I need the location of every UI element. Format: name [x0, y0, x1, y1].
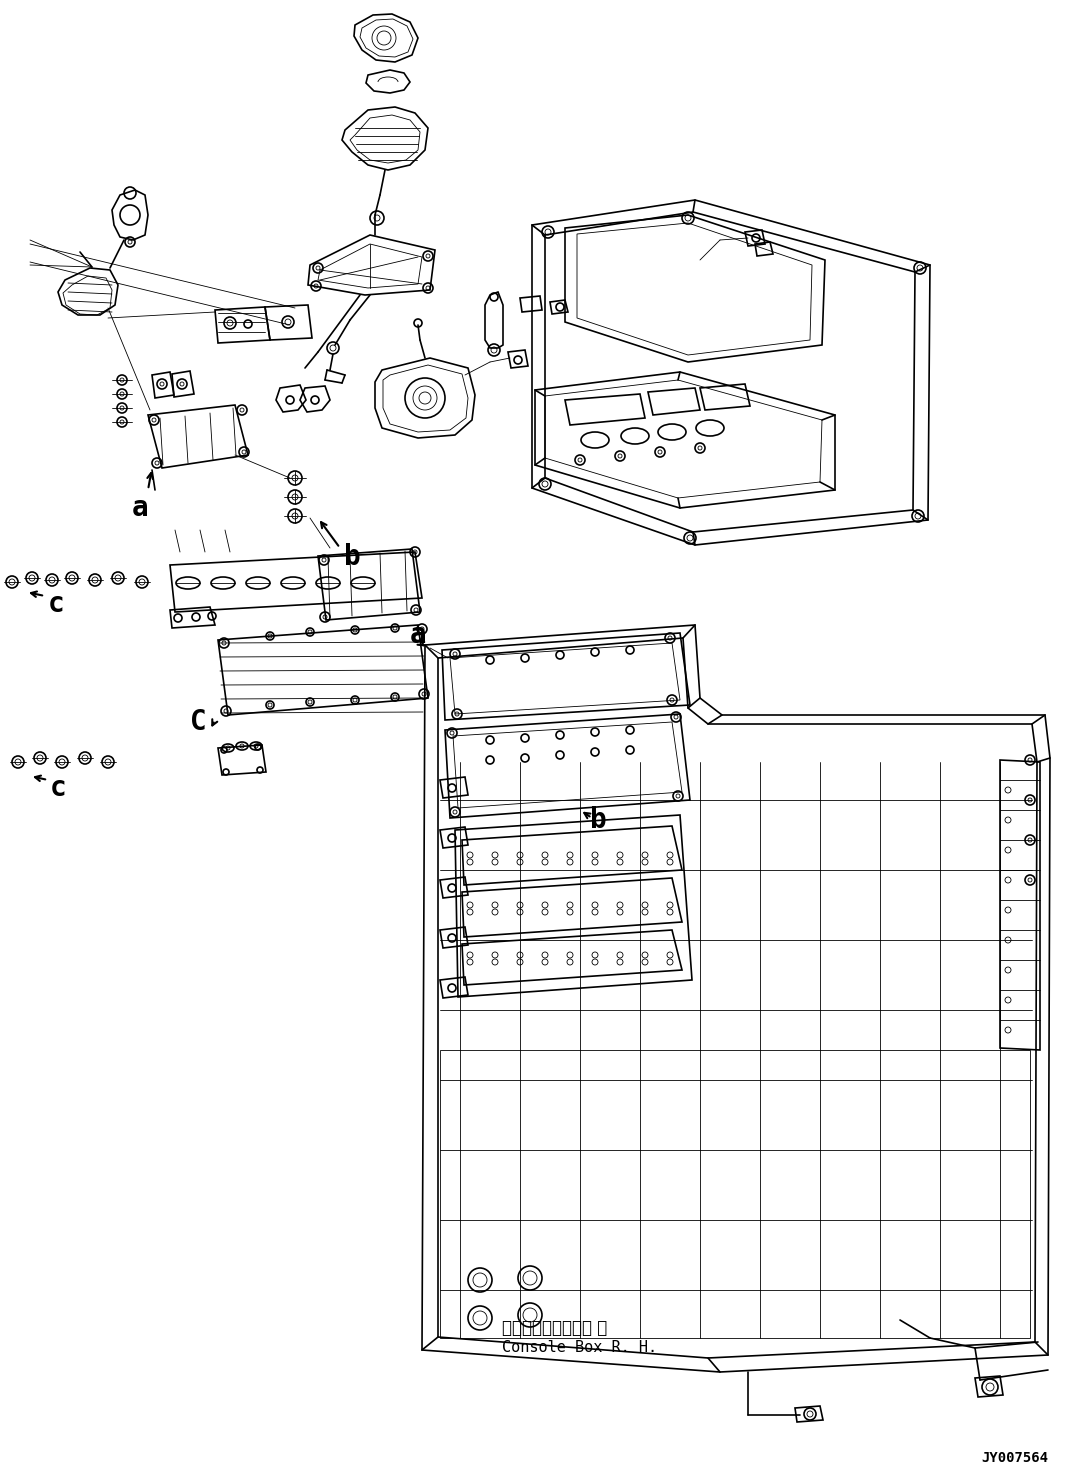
Text: Console Box R. H.: Console Box R. H.: [502, 1340, 657, 1355]
Text: c: c: [49, 773, 67, 801]
Text: コンソールボックス 右: コンソールボックス 右: [502, 1318, 607, 1337]
Text: a: a: [410, 622, 427, 650]
Text: a: a: [131, 493, 148, 521]
Text: c: c: [47, 591, 64, 619]
Text: C: C: [189, 709, 206, 736]
Text: b: b: [344, 544, 360, 572]
Text: b: b: [589, 806, 606, 834]
Text: JY007564: JY007564: [981, 1451, 1048, 1466]
